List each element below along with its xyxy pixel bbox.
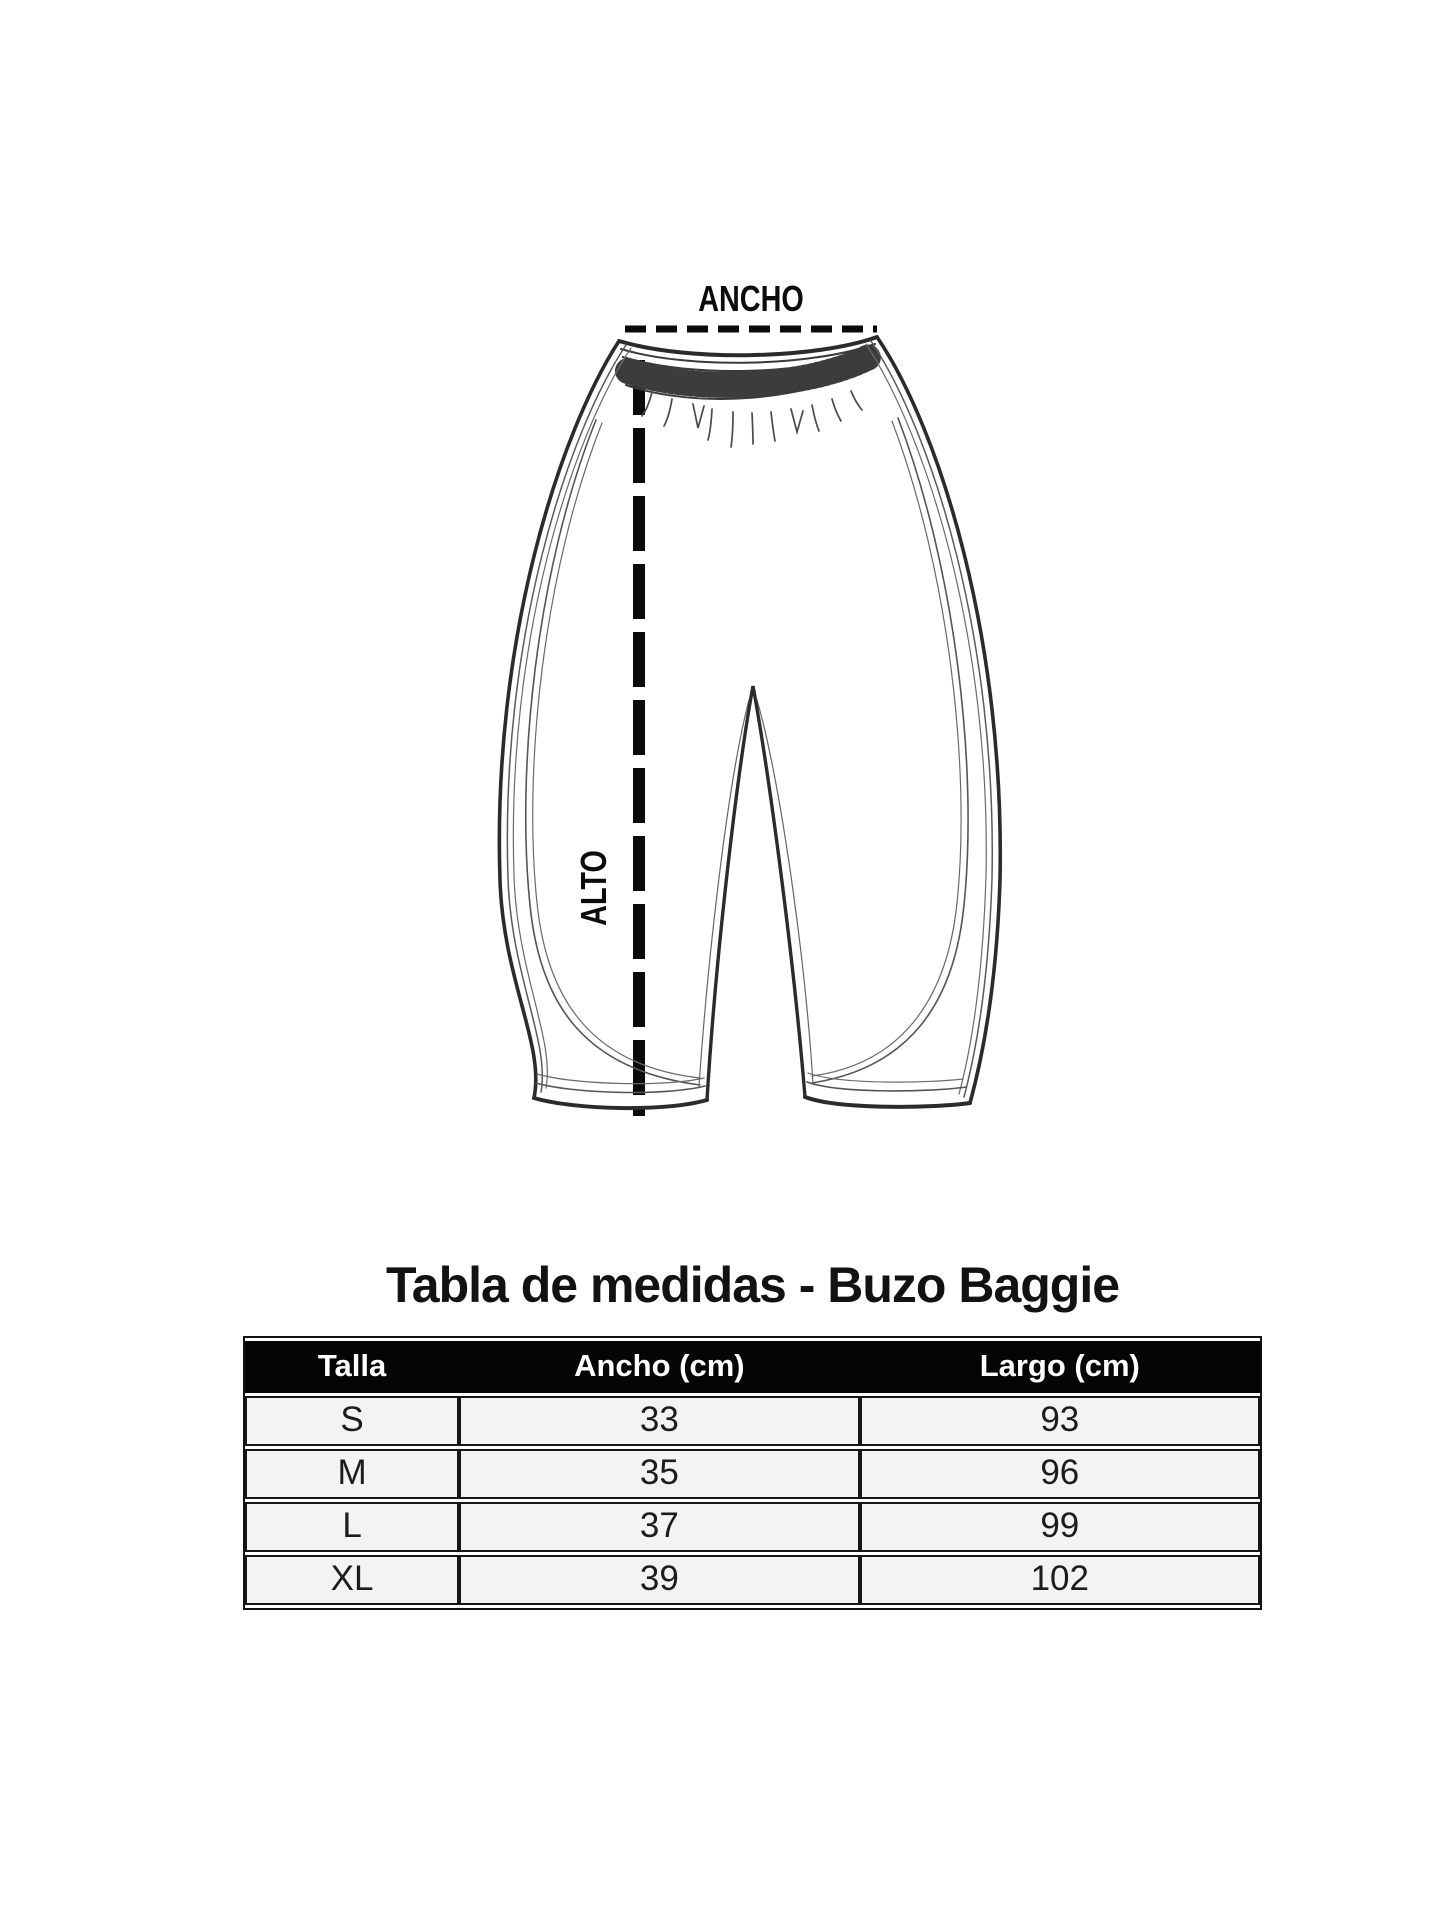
pants-outline (497, 335, 1003, 1111)
right-outseam (875, 335, 1003, 1105)
height-measure: ALTO (573, 360, 645, 1116)
ancho-cell: 33 (459, 1396, 860, 1446)
right-hem (803, 1095, 972, 1109)
left-leg (497, 339, 750, 1111)
column-header-largo: Largo (cm) (859, 1341, 1260, 1393)
waistband (615, 335, 882, 400)
width-measure: ANCHO (625, 278, 877, 333)
waist-gathers (641, 390, 863, 448)
ancho-cell: 37 (459, 1502, 860, 1552)
table-header-row: Talla Ancho (cm) Largo (cm) (245, 1341, 1260, 1393)
size-chart-title: Tabla de medidas - Buzo Baggie (385, 1257, 1120, 1313)
column-header-ancho: Ancho (cm) (459, 1341, 860, 1393)
column-header-talla: Talla (245, 1341, 460, 1393)
right-leg (756, 335, 1003, 1109)
largo-cell: 93 (859, 1396, 1260, 1446)
height-measure-label: ALTO (573, 850, 614, 926)
largo-cell: 102 (859, 1555, 1260, 1605)
ancho-cell: 35 (459, 1449, 860, 1499)
ancho-cell: 39 (459, 1555, 860, 1605)
left-hem (532, 1096, 709, 1111)
largo-cell: 99 (859, 1502, 1260, 1552)
left-outseam (497, 339, 621, 1100)
left-panel-seam (524, 419, 701, 1086)
pants-drawing-area: ANCHO ALTO (470, 270, 1030, 1130)
size-chart-table-area: Talla Ancho (cm) Largo (cm) S 33 93 M 35… (243, 1336, 1262, 1610)
width-measure-label: ANCHO (698, 278, 804, 319)
size-chart-table: Talla Ancho (cm) Largo (cm) S 33 93 M 35… (243, 1336, 1262, 1610)
size-cell: L (245, 1502, 460, 1552)
size-cell: M (245, 1449, 460, 1499)
table-row-m: M 35 96 (245, 1449, 1260, 1499)
elastic-ribbing (615, 344, 882, 398)
crotch-seam (705, 685, 807, 1102)
right-panel-seam (811, 417, 969, 1084)
table-row-l: L 37 99 (245, 1502, 1260, 1552)
size-cell: XL (245, 1555, 460, 1605)
table-row-xl: XL 39 102 (245, 1555, 1260, 1605)
largo-cell: 96 (859, 1449, 1260, 1499)
pants-technical-drawing: ANCHO ALTO (497, 278, 1003, 1116)
size-cell: S (245, 1396, 460, 1446)
table-row-s: S 33 93 (245, 1396, 1260, 1446)
